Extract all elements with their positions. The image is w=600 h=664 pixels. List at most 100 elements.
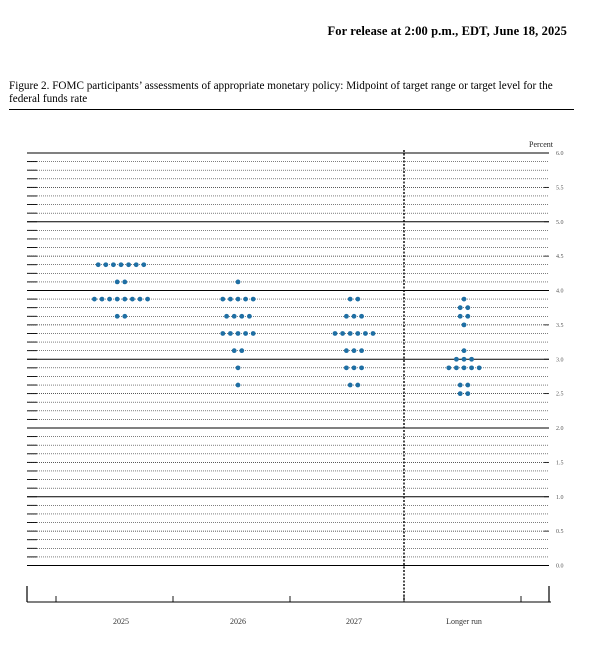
x-category-label: 2027 xyxy=(346,617,362,626)
participant-dot xyxy=(137,296,143,302)
participant-dot xyxy=(250,296,256,302)
participant-dot xyxy=(99,296,105,302)
participant-dot xyxy=(235,331,241,336)
participant-dot xyxy=(344,365,349,371)
participant-dot xyxy=(332,331,338,336)
x-axis: 2025 2026 2027 Longer run xyxy=(26,586,551,626)
participant-dot xyxy=(103,262,109,268)
y-tick-label: 3.5 xyxy=(556,323,564,329)
participant-dot xyxy=(461,322,467,328)
participant-dot xyxy=(235,365,241,371)
participant-dot xyxy=(92,296,97,302)
participant-dot xyxy=(461,356,467,362)
participant-dot xyxy=(228,331,233,336)
participant-dot xyxy=(130,296,135,302)
y-tick-label: 4.0 xyxy=(556,289,564,295)
participant-dot xyxy=(457,313,463,319)
participant-dot xyxy=(359,365,364,371)
participant-dot xyxy=(351,365,357,371)
caption-divider xyxy=(9,109,574,110)
participant-dot xyxy=(145,296,151,302)
participant-dot xyxy=(235,382,241,388)
participant-dot xyxy=(469,356,474,362)
participant-dot xyxy=(114,313,120,319)
participant-dot xyxy=(235,279,241,285)
y-tick-label: 1.5 xyxy=(556,460,564,466)
participant-dot xyxy=(461,296,467,302)
release-notice: For release at 2:00 p.m., EDT, June 18, … xyxy=(327,24,567,38)
figure-caption: Figure 2. FOMC participants’ assessments… xyxy=(9,80,553,105)
participant-dot xyxy=(465,313,471,319)
participant-dot xyxy=(126,262,131,268)
participant-dot xyxy=(351,313,357,319)
participant-dot xyxy=(231,313,237,319)
y-tick-label: 0.5 xyxy=(556,529,564,535)
participant-dot xyxy=(469,365,474,371)
y-tick-label: 2.0 xyxy=(556,426,564,432)
participant-dot xyxy=(355,382,361,388)
y-tick-label: 5.0 xyxy=(556,220,564,226)
participant-dot xyxy=(351,348,357,354)
participant-dot xyxy=(370,331,376,336)
y-tick-label: 2.5 xyxy=(556,392,564,398)
chart-gridlines xyxy=(27,150,549,602)
participant-dot xyxy=(247,313,252,319)
participant-dot xyxy=(457,391,463,397)
participant-dot xyxy=(239,348,245,354)
participant-dot xyxy=(141,262,147,268)
participant-dot xyxy=(344,348,349,354)
participant-dot xyxy=(446,365,452,371)
participant-dot xyxy=(118,262,124,268)
participant-dot xyxy=(363,331,368,336)
participant-dot xyxy=(122,296,128,302)
x-category-label: 2025 xyxy=(113,617,129,626)
participant-dot xyxy=(228,296,233,302)
participant-dot xyxy=(465,391,471,397)
participant-dot xyxy=(111,262,116,268)
y-tick-label: 1.0 xyxy=(556,495,564,501)
x-category-label: 2026 xyxy=(230,617,246,626)
participant-dot xyxy=(107,296,112,302)
participant-dot xyxy=(114,296,120,302)
y-tick-label: 4.5 xyxy=(556,254,564,260)
participant-dot xyxy=(235,296,241,302)
participant-dot xyxy=(359,348,364,354)
participant-dot xyxy=(114,279,120,285)
x-category-label: Longer run xyxy=(446,617,482,626)
participant-dot xyxy=(347,331,353,336)
participant-dot xyxy=(243,296,249,302)
participant-dot xyxy=(347,382,353,388)
participant-dot xyxy=(461,348,467,354)
dot-series xyxy=(92,262,482,397)
participant-dot xyxy=(239,313,245,319)
participant-dot xyxy=(344,313,349,319)
participant-dot xyxy=(340,331,345,336)
y-tick-label: 5.5 xyxy=(556,185,564,191)
participant-dot xyxy=(231,348,237,354)
participant-dot xyxy=(224,313,230,319)
y-axis: 0.0 0.5 1.0 1.5 2.0 2.5 3.0 3.5 4.0 4.5 5.0 5.5 6.0 xyxy=(544,151,564,570)
participant-dot xyxy=(454,356,459,362)
y-tick-label: 3.0 xyxy=(556,357,564,363)
participant-dot xyxy=(250,331,256,336)
participant-dot xyxy=(122,313,128,319)
y-tick-label: 0.0 xyxy=(556,564,564,570)
participant-dot xyxy=(476,365,482,371)
participant-dot xyxy=(454,365,459,371)
participant-dot xyxy=(133,262,139,268)
participant-dot xyxy=(461,365,467,371)
participant-dot xyxy=(457,305,463,311)
participant-dot xyxy=(122,279,128,285)
participant-dot xyxy=(95,262,101,268)
participant-dot xyxy=(243,331,249,336)
y-axis-unit-label: Percent xyxy=(529,140,554,149)
participant-dot xyxy=(457,382,463,388)
y-tick-label: 6.0 xyxy=(556,151,564,157)
participant-dot xyxy=(355,331,361,336)
participant-dot xyxy=(359,313,364,319)
participant-dot xyxy=(355,296,361,302)
participant-dot xyxy=(220,296,226,302)
participant-dot xyxy=(465,382,471,388)
participant-dot xyxy=(347,296,353,302)
